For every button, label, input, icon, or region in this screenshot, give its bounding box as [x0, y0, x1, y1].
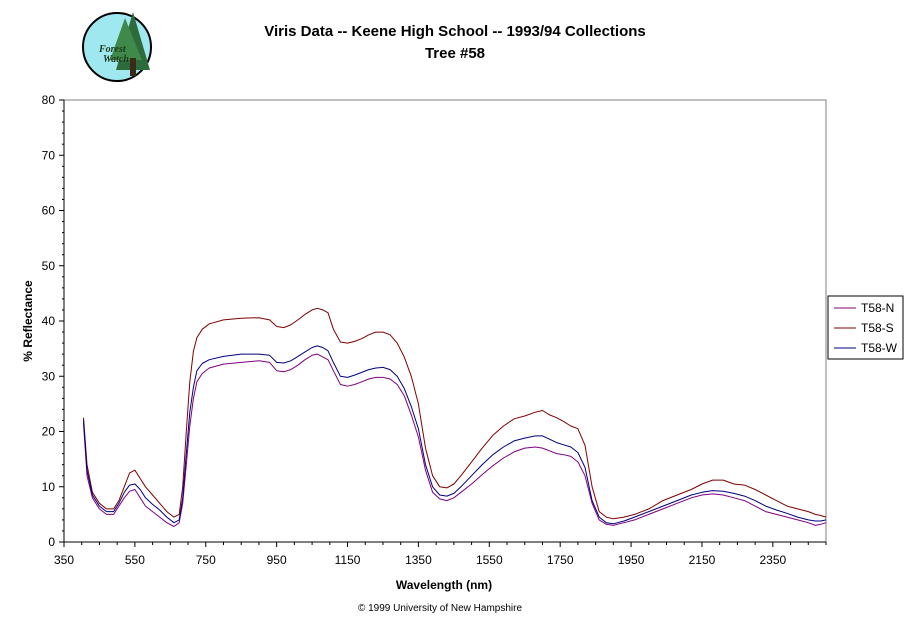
- x-ticks: 350 550 750 950 1150 1350 1550 1750 1950 2150 2350: [54, 542, 827, 567]
- y-tick-label: 10: [42, 480, 56, 494]
- series-line-t58-s: [83, 307, 827, 520]
- y-ticks: 0 10 20 30 40 50 60 70 80: [42, 93, 64, 549]
- y-tick-label: 80: [42, 93, 56, 107]
- x-tick-label: 1150: [335, 553, 361, 567]
- series-lines: [83, 307, 827, 527]
- x-tick-label: 1550: [476, 553, 503, 567]
- logo-text-watch: Watch: [103, 54, 129, 65]
- x-tick-label: 1950: [618, 553, 645, 567]
- legend: T58-N T58-S T58-W: [827, 295, 904, 360]
- x-tick-label: 2150: [689, 553, 716, 567]
- logo-text-forest: Forest: [98, 44, 127, 55]
- legend-label: T58-N: [861, 301, 894, 315]
- copyright-text: © 1999 University of New Hampshire: [358, 603, 523, 614]
- legend-label: T58-S: [861, 321, 894, 335]
- x-tick-label: 350: [54, 553, 74, 567]
- plot-area: [63, 99, 827, 543]
- x-tick-label: 750: [196, 553, 216, 567]
- tree-icon: [110, 12, 150, 76]
- y-tick-label: 20: [42, 425, 56, 439]
- y-tick-label: 40: [42, 314, 56, 328]
- x-tick-label: 550: [125, 553, 145, 567]
- chart-subtitle: Tree #58: [425, 45, 485, 62]
- y-tick-label: 70: [42, 148, 56, 162]
- chart-title: Viris Data -- Keene High School -- 1993/…: [264, 23, 646, 40]
- x-tick-label: 2350: [759, 553, 786, 567]
- y-tick-label: 30: [42, 369, 56, 383]
- series-line-t58-n: [83, 353, 827, 527]
- y-axis-title: % Reflectance: [21, 280, 35, 362]
- x-tick-label: 1750: [547, 553, 574, 567]
- series-line-t58-w: [83, 345, 827, 525]
- x-tick-label: 1350: [405, 553, 432, 567]
- legend-label: T58-W: [861, 341, 898, 355]
- forest-watch-logo: Forest Watch: [82, 12, 152, 82]
- x-tick-label: 950: [267, 553, 287, 567]
- y-tick-label: 60: [42, 204, 56, 218]
- y-tick-label: 0: [48, 535, 55, 549]
- x-axis-title: Wavelength (nm): [396, 578, 492, 592]
- y-tick-label: 50: [42, 259, 56, 273]
